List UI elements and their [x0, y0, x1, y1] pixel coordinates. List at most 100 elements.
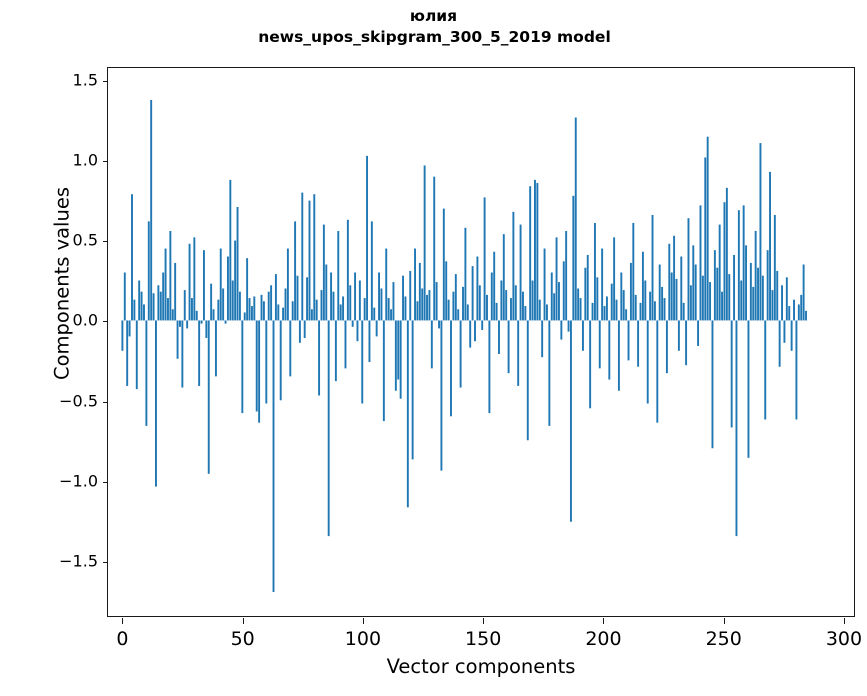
bar [601, 248, 604, 321]
bar [761, 275, 764, 321]
x-tick-mark [843, 618, 845, 624]
bar [454, 274, 457, 321]
bar [171, 309, 174, 321]
bar [334, 320, 337, 382]
bar [757, 267, 760, 321]
bar [788, 306, 791, 321]
bar [167, 298, 169, 321]
bar [800, 294, 803, 321]
bar [234, 240, 237, 321]
bar [152, 293, 155, 321]
bar [315, 299, 318, 321]
bar [495, 302, 498, 321]
bar [548, 320, 551, 426]
bar [776, 270, 779, 321]
x-tick-mark [723, 618, 725, 624]
bar [440, 320, 443, 471]
y-tick-mark [102, 321, 108, 323]
bar [733, 254, 736, 321]
bar [380, 288, 383, 321]
bar [550, 272, 553, 321]
bar [260, 294, 263, 321]
bar [222, 288, 225, 321]
bar [783, 320, 786, 343]
bar [598, 320, 601, 369]
bar [709, 282, 712, 321]
bar [243, 312, 246, 321]
bar [697, 320, 700, 346]
bar [613, 237, 616, 321]
bar [150, 99, 153, 321]
bar [145, 320, 148, 426]
bar [682, 302, 685, 321]
bar [356, 320, 359, 342]
bar [522, 291, 524, 321]
bar [526, 320, 529, 441]
bar [198, 320, 201, 386]
bar [210, 283, 213, 321]
bar [625, 309, 628, 321]
bar [620, 272, 623, 321]
bar [498, 320, 500, 354]
bar [306, 277, 309, 321]
bar [687, 218, 690, 321]
bar [219, 248, 222, 321]
bar [569, 320, 572, 522]
bar [164, 248, 167, 321]
bar [423, 165, 426, 321]
bar [517, 320, 520, 386]
bar [339, 304, 342, 321]
bar [322, 224, 325, 321]
bar [713, 250, 716, 321]
bar [519, 224, 522, 321]
bar [286, 248, 289, 321]
bar [253, 296, 256, 321]
bar [728, 274, 731, 321]
y-tick-mark [102, 481, 108, 483]
bar [406, 320, 409, 508]
bar [769, 171, 772, 321]
bar [279, 320, 282, 401]
bar [361, 320, 364, 404]
bar [186, 320, 189, 329]
bar [332, 291, 335, 321]
x-tick-label: 300 [825, 628, 863, 650]
bar [337, 230, 340, 321]
bar [581, 320, 584, 351]
bar [661, 286, 664, 321]
bar [579, 298, 582, 321]
bar [390, 309, 393, 321]
bar [255, 320, 258, 412]
bar [147, 221, 150, 321]
bar [632, 222, 635, 321]
x-tick-mark [603, 618, 605, 624]
bar [303, 320, 306, 339]
bar [603, 306, 606, 321]
bar [435, 282, 438, 321]
bar [649, 291, 652, 321]
bar [452, 291, 455, 321]
bar [716, 267, 719, 321]
bar [536, 183, 539, 321]
bar [382, 320, 385, 422]
x-tick-label: 150 [465, 628, 502, 650]
bar [447, 299, 450, 321]
bar [500, 280, 503, 321]
bar [646, 320, 649, 404]
bar [368, 320, 371, 362]
bar [426, 294, 428, 321]
bar [541, 320, 544, 358]
bar [217, 299, 220, 321]
bar [759, 143, 762, 321]
bar [320, 290, 323, 321]
bar [488, 320, 491, 414]
bar [747, 320, 750, 458]
bar [589, 320, 592, 409]
bar [505, 290, 508, 321]
bar [442, 208, 445, 321]
bar [795, 320, 798, 420]
bar [781, 285, 783, 321]
bar [289, 320, 292, 377]
bar [265, 320, 268, 404]
bar [507, 320, 510, 374]
